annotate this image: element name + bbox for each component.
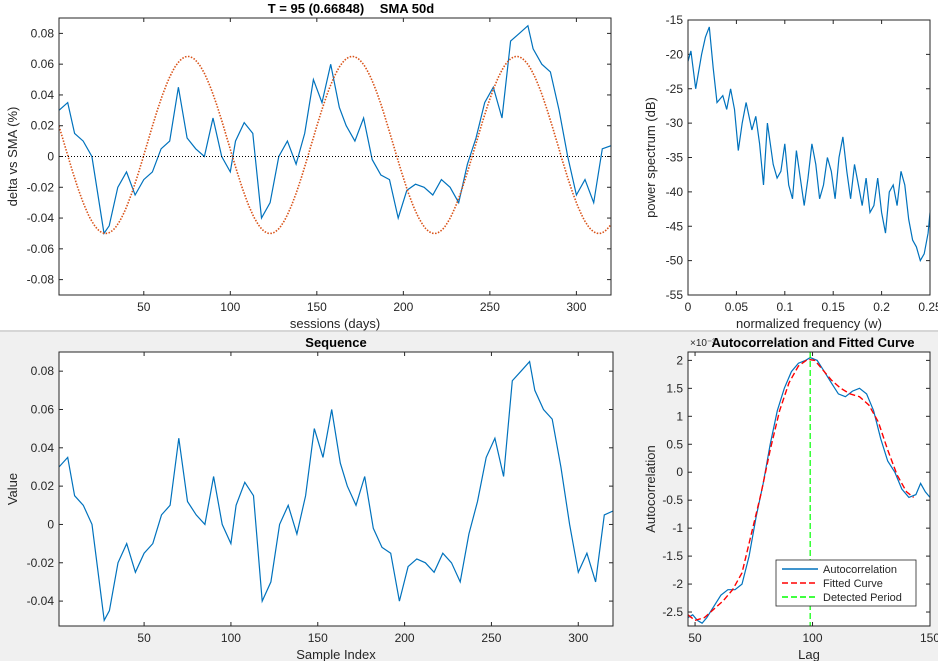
y-tick-label: 0.02	[31, 119, 55, 133]
y-tick-label: -2.5	[662, 605, 683, 619]
y-tick-label: 0.06	[31, 57, 55, 71]
x-tick-label: 250	[480, 300, 500, 314]
chart-title: T = 95 (0.66848)	[268, 1, 364, 16]
y-tick-label: -1.5	[662, 549, 683, 563]
autocorrelation-line	[688, 356, 930, 624]
y-tick-label: 0	[47, 150, 54, 164]
x-tick-label: 0.1	[776, 300, 793, 314]
exponent-label: ×10⁻³	[690, 338, 716, 349]
y-tick-label: 0.06	[31, 402, 55, 416]
y-tick-label: 0.02	[31, 479, 55, 493]
y-tick-label: -0.02	[27, 180, 55, 194]
y-tick-label: -55	[666, 288, 684, 302]
axes-frame	[58, 351, 614, 627]
y-axis-label: power spectrum (dB)	[643, 97, 658, 218]
y-tick-label: -2	[672, 577, 683, 591]
y-tick-label: 0.04	[31, 88, 55, 102]
y-tick-label: -0.04	[27, 594, 55, 608]
legend-label: Detected Period	[823, 592, 902, 604]
x-axis-label: Lag	[798, 647, 820, 661]
y-tick-label: -20	[666, 47, 684, 61]
y-tick-label: -15	[666, 13, 684, 27]
axes-frame	[687, 351, 931, 627]
legend-label: Autocorrelation	[823, 564, 897, 576]
plot-bottom-right-axes: -2.5 -2 -1.5 -1 -0.5 0 0.5 1 1.5 2 50 100 150 Autocor…	[643, 335, 938, 661]
axes-background	[688, 20, 930, 295]
sine-fit-line	[59, 55, 611, 235]
y-tick-label: -40	[666, 185, 684, 199]
y-tick-label: -45	[666, 219, 684, 233]
x-tick-label: 50	[137, 631, 151, 645]
x-axis-label: Sample Index	[296, 647, 376, 661]
y-tick-label: -50	[666, 254, 684, 268]
plot-area	[59, 360, 613, 623]
x-tick-label: 300	[566, 300, 586, 314]
plot-top-right-axes: -55 -50 -45 -40 -35 -30 -25 -20 -15 0 0.05 0.1 0.15 0…	[643, 13, 938, 331]
x-axis-label: normalized frequency (w)	[736, 316, 882, 331]
y-tick-label: -0.06	[27, 242, 55, 256]
plot-bottom-left-axes: -0.04 -0.02 0 0.02 0.04 0.06 0.08 50 100 150 200 25…	[5, 335, 614, 661]
x-tick-label: 200	[395, 631, 415, 645]
y-tick-label: -1	[672, 521, 683, 535]
y-axis-label: Value	[5, 473, 20, 505]
series-line	[59, 360, 613, 623]
x-tick-label: 50	[688, 631, 702, 645]
y-tick-label: -35	[666, 151, 684, 165]
x-axis-label: sessions (days)	[290, 316, 380, 331]
series-line	[688, 26, 930, 263]
fitted-curve-line	[688, 358, 915, 622]
y-tick-label: 0.08	[31, 364, 55, 378]
legend-box	[775, 559, 917, 607]
chart-title: Sequence	[305, 335, 366, 350]
x-tick-label: 150	[308, 631, 328, 645]
x-tick-label: 250	[481, 631, 501, 645]
x-tick-label: 0.25	[918, 300, 938, 314]
y-axis-label: delta vs SMA (%)	[5, 107, 20, 207]
plot-area	[688, 26, 930, 263]
y-tick-label: 2	[676, 353, 683, 367]
x-tick-label: 300	[568, 631, 588, 645]
y-tick-label: -0.02	[27, 556, 55, 570]
x-tick-label: 100	[221, 631, 241, 645]
panel-divider	[0, 330, 938, 332]
x-tick-label: 0	[685, 300, 692, 314]
y-tick-label: 0	[47, 517, 54, 531]
y-tick-label: 0.08	[31, 26, 55, 40]
x-tick-label: 150	[307, 300, 327, 314]
y-tick-label: 0	[676, 465, 683, 479]
plot-area	[59, 24, 611, 235]
chart-title: Autocorrelation and Fitted Curve	[712, 335, 915, 350]
y-tick-label: -0.5	[662, 493, 683, 507]
y-tick-label: -0.04	[27, 211, 55, 225]
x-tick-label: 0.05	[725, 300, 749, 314]
chart-title-right: SMA 50d	[380, 1, 434, 16]
plot-top-left-axes: -0.08 -0.06 -0.04 -0.02 0 0.02 0.04 0.06 0.08 50 1…	[5, 1, 612, 331]
y-axis-label: Autocorrelation	[643, 445, 658, 532]
x-tick-label: 200	[393, 300, 413, 314]
axes-frame	[687, 19, 931, 296]
y-tick-label: 1	[676, 409, 683, 423]
y-tick-label: -0.08	[27, 273, 55, 287]
axes-frame	[58, 17, 612, 296]
legend: Autocorrelation Fitted Curve Detected Peri…	[775, 559, 917, 607]
legend-label: Fitted Curve	[823, 578, 883, 590]
y-tick-label: 0.5	[666, 437, 683, 451]
x-tick-label: 150	[920, 631, 938, 645]
series-line	[59, 24, 611, 235]
axes-background	[59, 352, 613, 626]
x-tick-label: 0.15	[822, 300, 846, 314]
x-tick-label: 100	[220, 300, 240, 314]
x-tick-label: 0.2	[873, 300, 890, 314]
y-tick-label: 0.04	[31, 441, 55, 455]
y-tick-label: -30	[666, 116, 684, 130]
y-tick-label: -25	[666, 82, 684, 96]
x-tick-label: 50	[137, 300, 151, 314]
y-tick-label: 1.5	[666, 381, 683, 395]
x-tick-label: 100	[803, 631, 823, 645]
